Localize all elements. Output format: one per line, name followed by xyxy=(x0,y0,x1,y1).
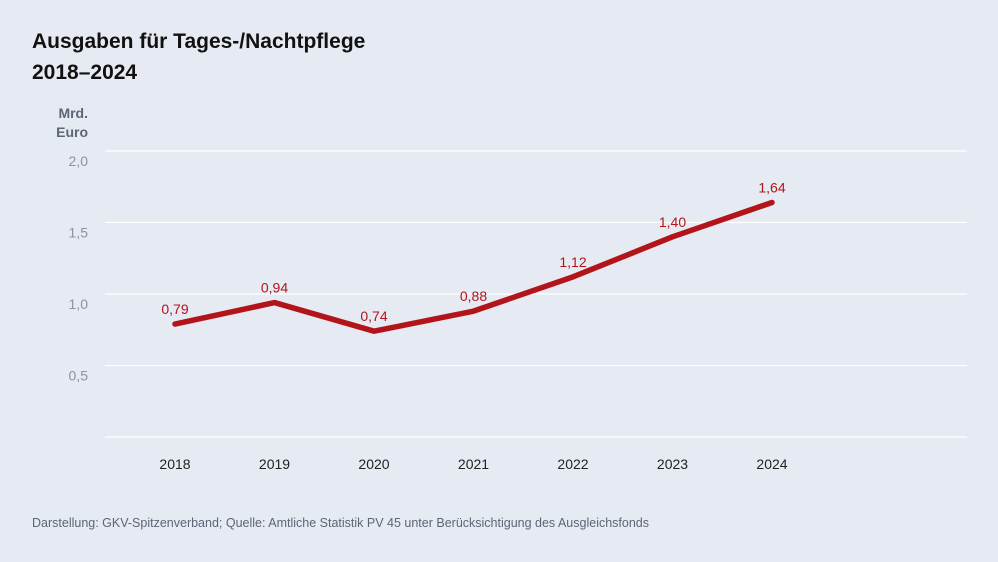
data-label: 1,12 xyxy=(559,254,586,270)
data-point xyxy=(272,300,277,306)
y-tick-label: 1,5 xyxy=(69,225,89,241)
data-label: 0,74 xyxy=(360,308,387,324)
chart-title-line-1: Ausgaben für Tages-/Nachtpflege xyxy=(32,30,366,53)
chart-title: Ausgaben für Tages-/Nachtpflege 2018–202… xyxy=(32,26,365,88)
data-label: 1,64 xyxy=(758,179,785,195)
y-axis-unit-label: Mrd. Euro xyxy=(20,104,88,142)
data-point xyxy=(371,328,377,334)
data-point xyxy=(769,199,775,205)
x-tick-label: 2021 xyxy=(458,456,489,472)
data-point xyxy=(670,234,675,240)
y-tick-label: 1,0 xyxy=(69,296,89,312)
x-tick-label: 2023 xyxy=(657,456,688,472)
chart-title-line-2: 2018–2024 xyxy=(32,61,138,84)
data-label: 0,79 xyxy=(161,301,188,317)
x-tick-label: 2024 xyxy=(756,456,787,472)
y-axis-unit-line-1: Mrd. xyxy=(58,105,88,121)
y-tick-label: 2,0 xyxy=(69,153,89,169)
data-point xyxy=(172,321,178,327)
x-tick-label: 2020 xyxy=(358,456,389,472)
y-axis-unit-line-2: Euro xyxy=(56,124,88,140)
data-label: 1,40 xyxy=(659,214,686,230)
data-label: 0,88 xyxy=(460,288,487,304)
source-note: Darstellung: GKV-Spitzenverband; Quelle:… xyxy=(32,516,649,530)
y-tick-label: 0,5 xyxy=(69,368,89,384)
data-point xyxy=(471,308,476,314)
x-tick-label: 2018 xyxy=(159,456,190,472)
data-point xyxy=(570,274,576,280)
data-label: 0,94 xyxy=(261,280,288,296)
x-tick-label: 2022 xyxy=(557,456,588,472)
x-tick-label: 2019 xyxy=(259,456,290,472)
